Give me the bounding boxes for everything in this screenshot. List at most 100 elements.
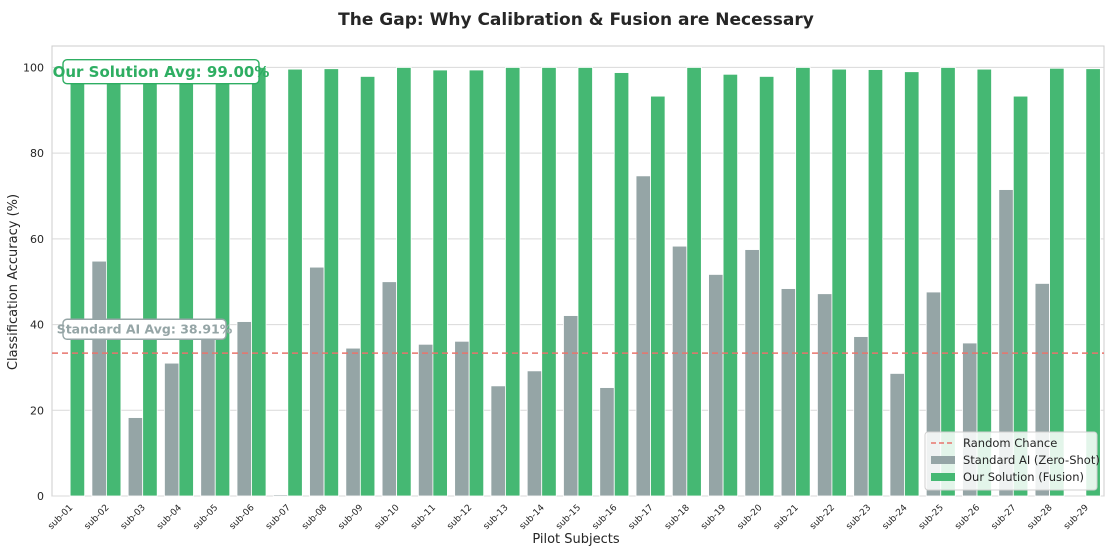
bar-standard-ai xyxy=(889,373,905,497)
x-tick-label: sub-20 xyxy=(736,503,765,532)
x-tick-label: sub-27 xyxy=(990,503,1019,532)
y-axis-label: Classification Accuracy (%) xyxy=(6,194,21,370)
bar-standard-ai xyxy=(671,245,688,497)
legend-box xyxy=(924,431,1098,491)
bar-our-solution xyxy=(396,67,412,497)
bar-our-solution xyxy=(178,68,194,497)
bar-our-solution xyxy=(976,68,992,497)
x-tick-label: sub-13 xyxy=(482,503,511,532)
bar-our-solution xyxy=(613,72,630,497)
x-tick-label: sub-19 xyxy=(699,503,728,532)
x-tick-label: sub-17 xyxy=(627,503,656,532)
bar-standard-ai xyxy=(127,417,144,497)
bar-standard-ai xyxy=(381,281,398,497)
bar-our-solution xyxy=(1085,68,1101,497)
bar-standard-ai xyxy=(417,343,434,497)
bar-our-solution xyxy=(722,73,739,497)
bar-our-solution xyxy=(1049,67,1065,497)
bar-standard-ai xyxy=(164,362,180,497)
bar-standard-ai xyxy=(526,370,543,497)
x-tick-label: sub-10 xyxy=(373,503,402,532)
x-tick-label: sub-21 xyxy=(772,503,801,532)
bar-our-solution xyxy=(251,67,267,497)
bar-our-solution xyxy=(287,68,303,497)
x-tick-label: sub-15 xyxy=(554,503,583,532)
bar-standard-ai xyxy=(272,494,289,497)
y-tick-label: 100 xyxy=(23,61,44,74)
x-tick-label: sub-18 xyxy=(663,503,692,532)
x-tick-label: sub-02 xyxy=(83,503,112,532)
bar-standard-ai xyxy=(817,293,833,497)
our-solution-avg-label: Our Solution Avg: 99.00% xyxy=(53,63,270,81)
standard-ai-avg-label: Standard AI Avg: 38.91% xyxy=(57,322,233,337)
legend-standard-ai-swatch xyxy=(931,456,955,464)
bar-our-solution xyxy=(541,67,557,497)
bar-standard-ai xyxy=(454,340,470,497)
y-tick-label: 20 xyxy=(30,404,44,417)
x-tick-label: sub-14 xyxy=(518,503,547,532)
y-tick-label: 60 xyxy=(30,233,44,246)
legend-our-solution-label: Our Solution (Fusion) xyxy=(963,470,1084,484)
bar-our-solution xyxy=(650,95,666,497)
x-tick-label: sub-25 xyxy=(917,503,946,532)
bar-our-solution xyxy=(686,67,702,497)
y-tick-label: 80 xyxy=(30,147,44,160)
bar-our-solution xyxy=(758,76,775,497)
bar-standard-ai xyxy=(490,385,506,497)
bar-our-solution xyxy=(577,67,593,497)
x-tick-label: sub-11 xyxy=(409,503,438,532)
bar-our-solution xyxy=(505,67,521,497)
x-tick-label: sub-28 xyxy=(1026,503,1055,532)
x-axis-label: Pilot Subjects xyxy=(532,532,620,547)
bar-our-solution xyxy=(359,76,376,497)
y-tick-label: 40 xyxy=(30,319,44,332)
bar-standard-ai xyxy=(635,175,651,497)
legend-our-solution-swatch xyxy=(931,473,955,481)
x-tick-label: sub-08 xyxy=(300,503,329,532)
legend-standard-ai-label: Standard AI (Zero-Shot) xyxy=(963,453,1100,467)
x-tick-label: sub-04 xyxy=(155,503,184,532)
x-tick-label: sub-12 xyxy=(445,503,474,532)
x-tick-label: sub-09 xyxy=(337,503,366,532)
bar-standard-ai xyxy=(744,249,760,497)
bar-our-solution xyxy=(106,68,122,497)
x-tick-label: sub-26 xyxy=(953,503,982,532)
bar-standard-ai xyxy=(309,266,325,497)
x-tick-label: sub-29 xyxy=(1062,503,1091,532)
bar-standard-ai xyxy=(853,336,869,497)
annotation-box xyxy=(62,318,227,340)
bar-our-solution xyxy=(142,67,158,497)
legend-random-chance-label: Random Chance xyxy=(963,436,1057,450)
x-tick-label: sub-23 xyxy=(844,503,873,532)
x-tick-label: sub-24 xyxy=(881,503,910,532)
x-tick-label: sub-01 xyxy=(46,503,75,532)
bar-our-solution xyxy=(214,67,231,497)
x-tick-label: sub-07 xyxy=(264,503,293,532)
bar-our-solution xyxy=(1012,95,1029,497)
bar-standard-ai xyxy=(236,321,252,497)
bar-standard-ai xyxy=(780,288,797,497)
bar-standard-ai xyxy=(345,347,361,497)
bar-standard-ai xyxy=(708,274,724,497)
bar-our-solution xyxy=(904,71,920,497)
x-tick-label: sub-05 xyxy=(192,503,221,532)
bar-our-solution xyxy=(867,69,884,497)
x-tick-label: sub-06 xyxy=(228,503,257,532)
bar-standard-ai xyxy=(91,260,107,497)
bar-our-solution xyxy=(323,68,339,497)
bar-standard-ai xyxy=(599,387,615,497)
bar-our-solution xyxy=(468,69,485,497)
x-tick-label: sub-22 xyxy=(808,503,837,532)
bar-standard-ai xyxy=(200,324,216,497)
bar-our-solution xyxy=(831,68,847,497)
bar-our-solution xyxy=(795,67,811,497)
legend: Random Chance Standard AI (Zero-Shot) Our … xyxy=(924,431,1100,491)
bar-our-solution xyxy=(69,67,86,497)
x-tick-label: sub-16 xyxy=(591,503,620,532)
bar-our-solution xyxy=(940,67,956,497)
bar-standard-ai xyxy=(563,315,579,497)
annotation-box xyxy=(62,59,260,85)
y-tick-label: 0 xyxy=(37,490,44,503)
chart-title: The Gap: Why Calibration & Fusion are Ne… xyxy=(338,10,814,30)
